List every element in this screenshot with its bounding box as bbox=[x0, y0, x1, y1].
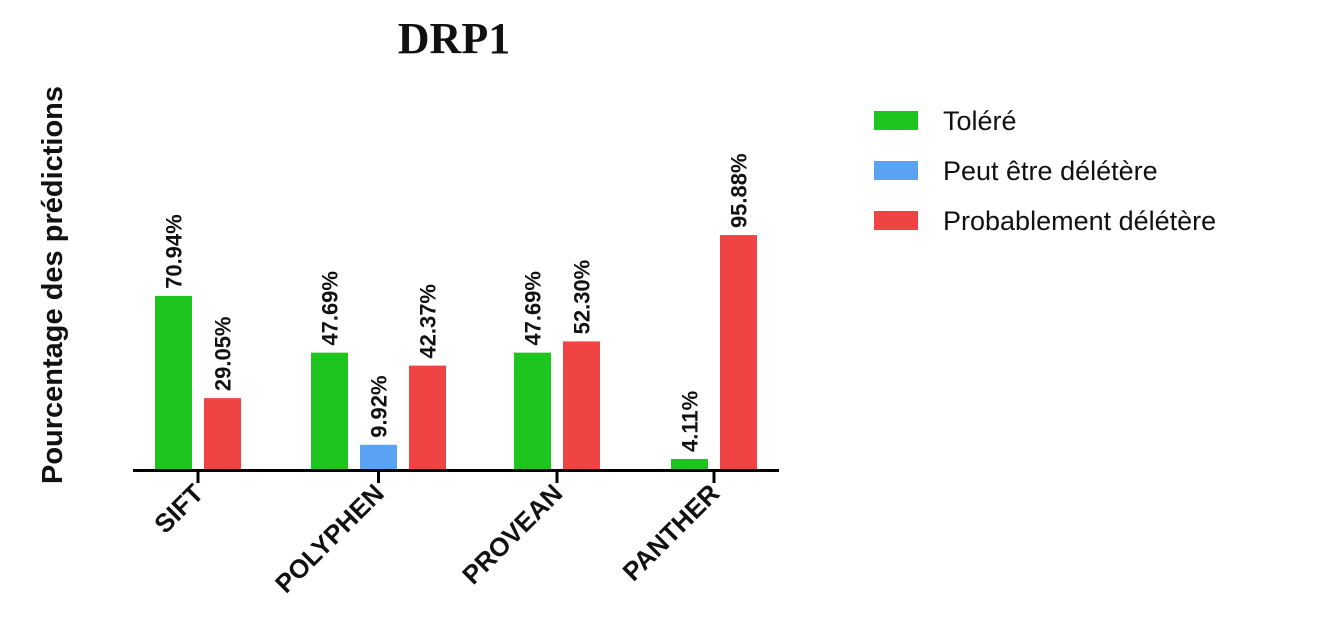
bar-polyphen-toléré bbox=[311, 352, 348, 469]
data-label: 52.30% bbox=[570, 260, 595, 335]
legend-label: Peut être délétère bbox=[943, 156, 1158, 186]
bar-polyphen-probablement-délétère bbox=[409, 365, 446, 469]
data-label: 47.69% bbox=[521, 271, 546, 346]
bar-polyphen-peut-être-délétère bbox=[360, 444, 397, 469]
bar-panther-probablement-délétère bbox=[720, 235, 757, 469]
legend-swatch bbox=[874, 111, 918, 130]
bar-sift-probablement-délétère bbox=[204, 398, 241, 469]
data-label: 29.05% bbox=[211, 316, 236, 391]
legend-swatch bbox=[874, 211, 918, 230]
data-label: 4.11% bbox=[678, 391, 703, 452]
bar-sift-toléré bbox=[155, 295, 192, 469]
y-axis-label: Pourcentage des prédictions bbox=[37, 86, 69, 484]
x-tick-label: PANTHER bbox=[617, 478, 726, 587]
legend-label: Toléré bbox=[943, 106, 1017, 136]
data-label: 95.88% bbox=[727, 153, 752, 228]
legend: Toléré Peut être délétère Probablement dél… bbox=[874, 106, 1216, 236]
bar-provean-toléré bbox=[514, 352, 551, 469]
data-label: 47.69% bbox=[318, 271, 343, 346]
data-label: 9.92% bbox=[367, 375, 392, 437]
data-label: 42.37% bbox=[416, 284, 441, 359]
data-label: 70.94% bbox=[162, 214, 187, 289]
x-tick-label: PROVEAN bbox=[456, 478, 568, 590]
bar-provean-probablement-délétère bbox=[563, 341, 600, 469]
legend-swatch bbox=[874, 161, 918, 180]
bar-panther-toléré bbox=[671, 458, 708, 469]
x-tick-label: POLYPHEN bbox=[269, 478, 390, 599]
legend-label: Probablement délétère bbox=[943, 206, 1216, 236]
plot-area: 70.94% 29.05% SIFT 47.69% 9.92% 42.37% POLYPHE… bbox=[133, 153, 779, 599]
x-tick-label: SIFT bbox=[148, 478, 209, 539]
chart-title: DRP1 bbox=[398, 14, 510, 63]
